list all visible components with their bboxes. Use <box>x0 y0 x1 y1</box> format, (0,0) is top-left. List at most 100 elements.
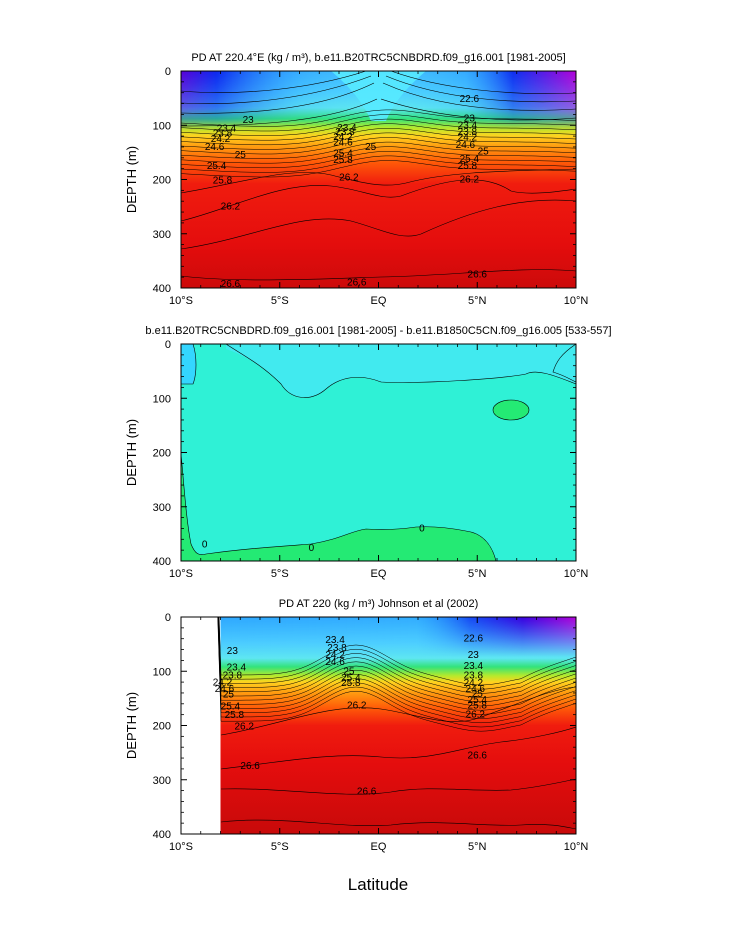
y-tick-label: 0 <box>165 612 171 624</box>
panel-3-contour-line <box>220 686 576 736</box>
contour-label: 26.2 <box>466 710 486 721</box>
contour-label: 23.8 <box>327 643 347 654</box>
contour-label: 24.6 <box>325 657 345 668</box>
x-axis-label: Latitude <box>348 875 409 894</box>
x-tick-label: 10°S <box>169 295 193 307</box>
contour-line <box>217 617 576 728</box>
contour-label: 25.8 <box>458 161 478 172</box>
panel-2-negative-blob <box>492 399 530 421</box>
panel-2-contour-labels: 0 0 0 <box>202 523 425 554</box>
x-tick-label: EQ <box>371 841 387 853</box>
contour-line <box>181 128 576 146</box>
panel-3-thermocline-contours <box>217 617 576 732</box>
panel-title: PD AT 220 (kg / m³) Johnson et al (2002) <box>279 598 479 610</box>
contour-line <box>181 118 576 136</box>
contour-line <box>218 617 576 711</box>
contour-label: 22.6 <box>460 94 480 105</box>
y-tick-label: 400 <box>153 556 171 568</box>
x-tick-label: 10°N <box>564 841 589 853</box>
y-tick-label: 0 <box>165 66 171 78</box>
contour-label: 25.4 <box>460 154 480 165</box>
panel-2-contour-line <box>225 344 576 398</box>
contour-line <box>181 141 576 159</box>
contour-label: 0 <box>202 540 208 551</box>
contour-label: 24.2 <box>211 134 231 145</box>
contour-label: 23.4 <box>325 635 345 646</box>
x-tick-label: 5°N <box>468 295 487 307</box>
x-tick-label: EQ <box>371 568 387 580</box>
panel-2: 0 0 0 10°S 5°S EQ 5°N 10°N 0 100 200 300 400 DEPTH (… <box>124 325 612 580</box>
contour-label: 26.6 <box>468 750 488 761</box>
contour-label: 23.4 <box>464 661 484 672</box>
contour-label: 25.8 <box>468 700 488 711</box>
contour-line <box>181 155 576 173</box>
contour-line <box>217 617 576 719</box>
contour-label: 25.4 <box>207 161 227 172</box>
contour-label: 25 <box>235 150 247 161</box>
x-tick-label: 5°N <box>468 841 487 853</box>
panel-1-contour-line <box>181 168 576 194</box>
panel-3-contour-line <box>220 819 576 830</box>
panel-3-field <box>181 617 576 834</box>
contour-line <box>181 123 576 141</box>
panel-3-axes: 10°S 5°S EQ 5°N 10°N 0 100 200 300 400 DEPTH (m) PD… <box>124 598 588 853</box>
contour-label: 23 <box>464 114 476 125</box>
panel-2-axes: 10°S 5°S EQ 5°N 10°N 0 100 200 300 400 DEPTH (m) b.… <box>124 325 612 580</box>
contour-label: 26.2 <box>347 700 367 711</box>
contour-label: 25.8 <box>213 176 233 187</box>
panel-2-positive-region <box>181 344 576 398</box>
contour-label: 25.4 <box>341 673 361 684</box>
contour-line <box>181 146 576 164</box>
contour-line <box>181 160 576 178</box>
contour-line <box>181 109 576 127</box>
panel-1-contour-line <box>181 71 576 94</box>
y-axis-label: DEPTH (m) <box>124 692 139 759</box>
contour-label: 26.2 <box>221 202 241 213</box>
panel-2-field <box>181 344 576 561</box>
x-tick-label: 5°S <box>271 295 289 307</box>
x-tick-label: 10°N <box>564 295 589 307</box>
panel-1-axes: 10°S 5°S EQ 5°N 10°N 0 100 200 300 400 DEPTH (m) PD… <box>124 52 588 307</box>
contour-label: 23 <box>243 115 255 126</box>
contour-label: 25.4 <box>468 695 488 706</box>
panel-2-negative-region <box>181 454 496 561</box>
contour-label: 24.2 <box>458 133 478 144</box>
contour-label: 22.6 <box>464 634 484 645</box>
y-tick-label: 200 <box>153 721 171 733</box>
contour-line <box>218 617 576 686</box>
panel-1-thermocline-contours <box>181 109 576 178</box>
contour-label: 25.4 <box>333 148 353 159</box>
contour-line <box>181 114 576 132</box>
contour-label: 26.6 <box>347 278 367 289</box>
contour-line <box>181 132 576 150</box>
y-tick-label: 100 <box>153 120 171 132</box>
y-axis-label: DEPTH (m) <box>124 419 139 486</box>
panel-3-contour-line <box>220 778 576 795</box>
contour-label: 24.2 <box>213 678 233 689</box>
y-tick-label: 400 <box>153 829 171 841</box>
x-tick-label: 10°S <box>169 568 193 580</box>
contour-label: 0 <box>419 523 425 534</box>
x-tick-label: 5°S <box>271 568 289 580</box>
panel-title: b.e11.B20TRC5CNBDRD.f09_g16.001 [1981-20… <box>145 325 611 337</box>
contour-line <box>181 151 576 169</box>
panel-1-contour-line <box>181 199 576 250</box>
contour-label: 24.6 <box>466 684 486 695</box>
contour-label: 24.6 <box>456 140 476 151</box>
panel-1-contour-line <box>181 179 576 222</box>
contour-label: 25 <box>472 689 484 700</box>
y-tick-label: 100 <box>153 666 171 678</box>
y-tick-label: 0 <box>165 339 171 351</box>
panel-2-contour-line <box>181 344 197 385</box>
contour-label: 25 <box>343 666 355 677</box>
panel-3-contour-line <box>220 726 576 770</box>
contour-line <box>217 617 576 715</box>
panel-title: PD AT 220.4°E (kg / m³), b.e11.B20TRC5CN… <box>191 52 565 64</box>
contour-label: 24.2 <box>464 678 484 689</box>
y-axis-label: DEPTH (m) <box>124 146 139 213</box>
contour-label: 23.4 <box>227 662 247 673</box>
